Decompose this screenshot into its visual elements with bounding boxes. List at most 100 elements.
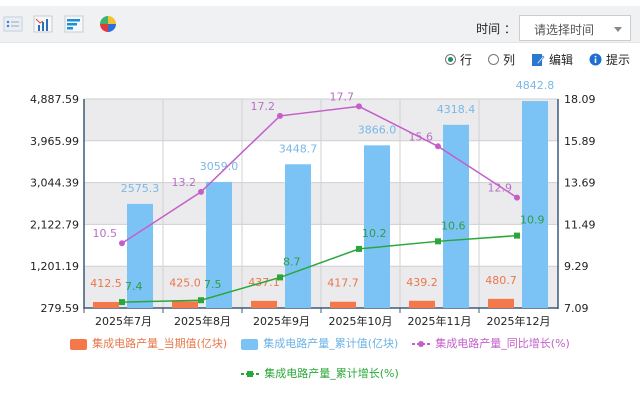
edit-button[interactable]: 编辑	[531, 51, 573, 68]
toolbar: 时间 ： 请选择时间	[0, 6, 640, 43]
col-option[interactable]: 列	[487, 51, 515, 68]
label-yoy: 13.2	[172, 176, 197, 189]
bar-current	[172, 301, 198, 308]
bar-current	[93, 301, 119, 308]
bar-current-label: 425.0	[169, 276, 201, 289]
bar-current	[251, 300, 277, 308]
label-cum-growth: 10.9	[520, 214, 545, 227]
line-cum-growth	[121, 234, 518, 303]
bar-cumulative-label: 2575.3	[121, 182, 160, 195]
bar-cumulative-label: 3059.0	[200, 160, 239, 173]
bar-cumulative-label: 4842.8	[516, 79, 555, 92]
label-cum-growth: 7.4	[125, 280, 143, 293]
point-cum-growth	[435, 238, 441, 245]
bar-cumulative	[285, 164, 311, 308]
bar-cumulative	[206, 181, 232, 308]
time-select[interactable]: 请选择时间	[519, 15, 631, 41]
radio-col[interactable]	[487, 54, 499, 65]
legend-label: 集成电路产量_当期值(亿块)	[92, 337, 228, 350]
legend-swatch	[241, 338, 259, 350]
bar-cumulative	[522, 101, 548, 308]
bar-cumulative-label: 3448.7	[279, 142, 318, 155]
edit-label: 编辑	[548, 53, 573, 67]
y-right-tick-label: 11.49	[564, 218, 596, 231]
bar-current-label: 439.2	[406, 276, 438, 289]
chart: 4,887.59 3,965.99 3,044.39 2,122.79 1,201.19…	[30, 79, 596, 328]
label-yoy: 10.5	[93, 227, 118, 240]
point-cum-growth	[356, 245, 362, 252]
row-label: 行	[459, 53, 472, 67]
legend-label: 集成电路产量_累计值(亿块)	[263, 337, 399, 350]
legend-item-cumulative[interactable]: 集成电路产量_累计值(亿块)	[241, 337, 398, 351]
label-yoy: 15.6	[409, 130, 434, 143]
edit-icon	[531, 53, 545, 66]
y-left-tick-label: 1,201.19	[30, 260, 79, 273]
bar-current-label: 480.7	[485, 274, 517, 287]
legend-swatch	[70, 338, 88, 350]
bar-cumulative	[127, 203, 153, 308]
bar-cumulative	[364, 145, 390, 308]
x-tick-label: 2025年7月	[95, 314, 152, 328]
y-left-tick-label: 3,044.39	[30, 177, 79, 190]
point-cum-growth	[514, 232, 520, 239]
list-view-icon[interactable]	[3, 14, 23, 34]
col-label: 列	[502, 53, 515, 67]
x-tick-label: 2025年10月	[329, 314, 393, 328]
point-yoy	[119, 240, 125, 247]
legend-item-current[interactable]: 集成电路产量_当期值(亿块)	[70, 337, 227, 351]
hint-label: 提示	[605, 53, 630, 67]
row-option[interactable]: 行	[444, 51, 472, 68]
y-left-tick-label: 4,887.59	[30, 93, 79, 106]
label-yoy: 17.2	[251, 100, 276, 113]
legend-item-cum-growth[interactable]: 集成电路产量_累计增长(%)	[241, 367, 399, 381]
label-cum-growth: 10.2	[362, 227, 387, 240]
bar-cumulative	[443, 124, 469, 308]
bar-cumulative-label: 4318.4	[437, 103, 476, 116]
bar-current-label: 412.5	[90, 277, 122, 290]
legend-item-yoy[interactable]: 集成电路产量_同比增长(%)	[412, 337, 570, 351]
y-left-tick-label: 279.59	[41, 302, 80, 315]
y-right-tick-label: 13.69	[564, 177, 596, 190]
bar-cumulative-label: 3866.0	[358, 123, 397, 136]
point-yoy	[198, 188, 204, 195]
y-left-tick-label: 3,965.99	[30, 135, 79, 148]
label-yoy: 12.9	[488, 182, 513, 195]
point-cum-growth	[119, 299, 125, 306]
legend-label: 集成电路产量_累计增长(%)	[264, 367, 399, 380]
point-cum-growth	[198, 297, 204, 304]
bar-current	[330, 301, 356, 308]
y-right-tick-label: 7.09	[564, 302, 589, 315]
y-left-tick-label: 2,122.79	[30, 218, 79, 231]
radio-row[interactable]	[444, 54, 456, 65]
hint-button[interactable]: 提示	[589, 51, 630, 68]
bar-chart-icon[interactable]	[33, 14, 53, 34]
legend-label: 集成电路产量_同比增长(%)	[435, 337, 570, 350]
bar-current-label: 417.7	[327, 277, 359, 290]
time-select-placeholder: 请选择时间	[534, 23, 595, 37]
legend-line-marker	[241, 371, 260, 377]
options-bar: 行 列 编辑 提示	[444, 51, 630, 68]
label-cum-growth: 7.5	[204, 278, 222, 291]
point-yoy	[514, 194, 520, 201]
point-cum-growth	[277, 274, 283, 281]
y-right-tick-label: 18.09	[564, 93, 596, 106]
point-yoy	[277, 112, 283, 119]
y-right-tick-label: 9.29	[564, 260, 589, 273]
x-tick-label: 2025年8月	[174, 314, 231, 328]
legend: 集成电路产量_当期值(亿块) 集成电路产量_累计值(亿块) 集成电路产量_同比增…	[20, 337, 620, 381]
point-yoy	[435, 143, 441, 150]
label-yoy: 17.7	[330, 90, 355, 103]
chevron-down-icon	[614, 27, 622, 32]
bar-current	[488, 298, 514, 308]
legend-line-marker	[412, 341, 431, 347]
y-right-tick-label: 15.89	[564, 135, 596, 148]
time-label: 时间 ：	[476, 22, 516, 36]
line-yoy	[121, 105, 518, 244]
label-cum-growth: 10.6	[441, 219, 466, 232]
horizontal-bar-icon[interactable]	[64, 14, 84, 34]
x-tick-label: 2025年11月	[408, 314, 472, 328]
pie-chart-icon[interactable]	[98, 14, 118, 34]
bar-current	[409, 300, 435, 308]
label-cum-growth: 8.7	[283, 255, 301, 268]
point-yoy	[356, 103, 362, 110]
